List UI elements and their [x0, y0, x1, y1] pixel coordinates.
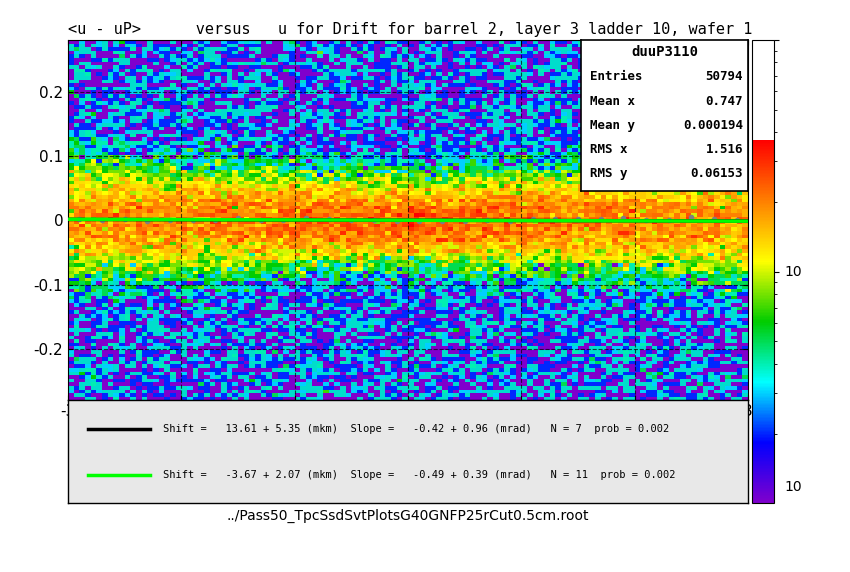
Text: 1: 1 [517, 404, 526, 419]
Text: -2: -2 [173, 404, 189, 419]
Text: <u - uP>      versus   u for Drift for barrel 2, layer 3 ladder 10, wafer 1: <u - uP> versus u for Drift for barrel 2… [68, 22, 752, 38]
Text: -3: -3 [60, 404, 76, 419]
Text: 0: 0 [403, 404, 413, 419]
Text: 3: 3 [743, 404, 753, 419]
X-axis label: ../Pass50_TpcSsdSvtPlotsG40GNFP25rCut0.5cm.root: ../Pass50_TpcSsdSvtPlotsG40GNFP25rCut0.5… [227, 509, 589, 523]
Text: Shift =   13.61 + 5.35 (mkm)  Slope =   -0.42 + 0.96 (mrad)   N = 7  prob = 0.00: Shift = 13.61 + 5.35 (mkm) Slope = -0.42… [163, 424, 670, 434]
Text: 2: 2 [630, 404, 639, 419]
Text: -1: -1 [287, 404, 303, 419]
Text: 10: 10 [784, 265, 802, 279]
Text: 10: 10 [784, 480, 802, 494]
Text: Shift =   -3.67 + 2.07 (mkm)  Slope =   -0.49 + 0.39 (mrad)   N = 11  prob = 0.0: Shift = -3.67 + 2.07 (mkm) Slope = -0.49… [163, 470, 676, 479]
